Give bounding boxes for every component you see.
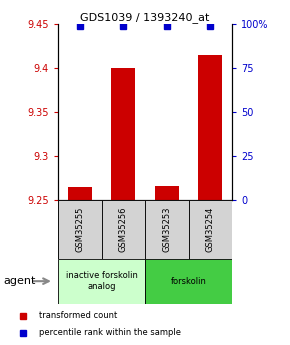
Text: GSM35254: GSM35254 [206, 207, 215, 252]
Bar [188, 200, 232, 259]
Text: transformed count: transformed count [39, 311, 117, 320]
Text: GSM35256: GSM35256 [119, 207, 128, 252]
Text: inactive forskolin
analog: inactive forskolin analog [66, 272, 137, 291]
Bar [145, 259, 232, 304]
Bar [111, 68, 135, 200]
Bar [155, 186, 179, 200]
Text: GSM35253: GSM35253 [162, 207, 171, 252]
Bar [198, 55, 222, 200]
Text: percentile rank within the sample: percentile rank within the sample [39, 328, 180, 337]
Text: forskolin: forskolin [171, 277, 206, 286]
Bar [68, 187, 92, 200]
Bar [145, 200, 188, 259]
Bar [58, 200, 102, 259]
Text: agent: agent [3, 276, 35, 286]
Text: GSM35255: GSM35255 [75, 207, 84, 252]
Bar [58, 259, 145, 304]
Title: GDS1039 / 1393240_at: GDS1039 / 1393240_at [80, 12, 210, 23]
Bar [102, 200, 145, 259]
